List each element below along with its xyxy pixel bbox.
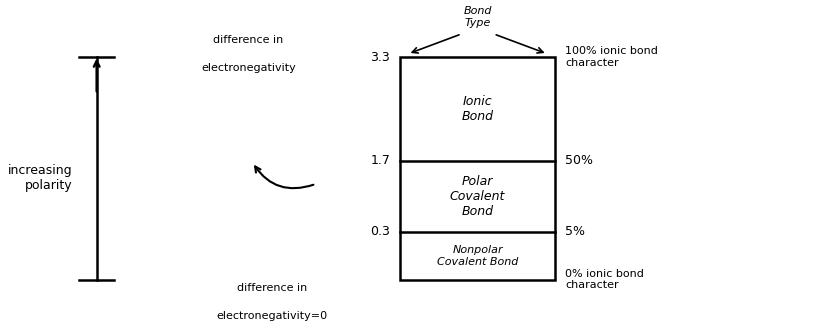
Text: Ionic
Bond: Ionic Bond: [461, 95, 493, 123]
Text: 0.3: 0.3: [370, 225, 390, 238]
Text: 3.3: 3.3: [370, 51, 390, 63]
Text: 100% ionic bond
character: 100% ionic bond character: [565, 46, 658, 68]
Text: 0% ionic bond
character: 0% ionic bond character: [565, 269, 644, 290]
Text: 5%: 5%: [565, 225, 585, 238]
Bar: [400, 57, 555, 280]
Text: electronegativity=0: electronegativity=0: [217, 311, 328, 321]
Text: Bond
Type: Bond Type: [463, 6, 492, 28]
Text: Polar
Covalent
Bond: Polar Covalent Bond: [450, 175, 505, 218]
Text: 50%: 50%: [565, 154, 593, 167]
Text: electronegativity: electronegativity: [201, 62, 296, 72]
Text: 1.7: 1.7: [370, 154, 390, 167]
Text: difference in: difference in: [213, 35, 283, 45]
Text: difference in: difference in: [237, 283, 308, 293]
Text: increasing
polarity: increasing polarity: [8, 164, 73, 192]
Text: Nonpolar
Covalent Bond: Nonpolar Covalent Bond: [437, 245, 518, 267]
